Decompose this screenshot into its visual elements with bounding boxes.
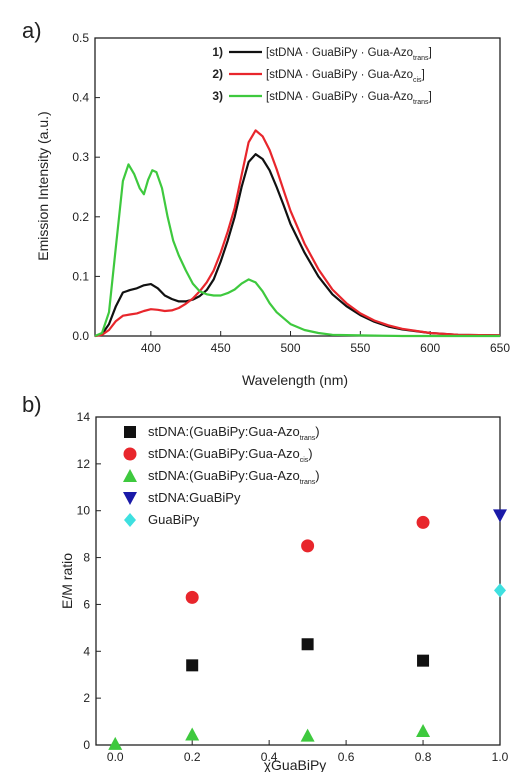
legend-marker (123, 469, 137, 482)
series-line-2 (94, 129, 501, 338)
series-3-point (300, 728, 315, 742)
panel-a-plot-frame (94, 37, 501, 337)
panel-a-series-lines (94, 129, 501, 338)
legend-entry-text: stDNA:(GuaBiPy:Gua-Azo (148, 446, 300, 461)
panel-b-em-ratio: b) 0.0 0.2 0.4 0.6 0.8 1.0 0 2 4 6 8 10 12 14 χGuaBiP… (22, 392, 509, 772)
legend-entry: stDNA:(GuaBiPy:Gua-Azotrans) (148, 424, 320, 442)
panel-b-tick-labels: 0.0 0.2 0.4 0.6 0.8 1.0 0 2 4 6 8 10 12 14 (77, 410, 509, 764)
panel-b-x-tick-label: 1.0 (492, 750, 509, 764)
panel-b-y-tick-label: 10 (77, 504, 91, 518)
panel-b-x-tick-label: 0.8 (415, 750, 432, 764)
legend-entry: stDNA:(GuaBiPy:Gua-Azocis) (148, 446, 313, 464)
panel-b-y-tick-label: 2 (83, 691, 90, 705)
panel-a-x-tick-label: 550 (350, 341, 370, 355)
series-5-point (494, 583, 506, 598)
panel-a-legend: 1) [stDNA · GuaBiPy · Gua-Azotrans]2) [stD… (212, 45, 431, 106)
legend-entry-subscript: cis (300, 457, 309, 464)
legend-entry-end: ] (429, 91, 432, 103)
legend-entry: GuaBiPy (148, 512, 200, 527)
legend-marker (124, 513, 136, 527)
panel-b-label: b) (22, 392, 42, 417)
legend-entry-subscript: trans (300, 435, 316, 442)
panel-a-y-tick-label: 0.0 (72, 329, 89, 343)
legend-entry-end: ] (422, 69, 425, 81)
panel-a-x-axis-title: Wavelength (nm) (242, 372, 348, 388)
series-1-point (186, 659, 199, 672)
panel-b-y-tick-label: 6 (83, 597, 90, 611)
panel-a-x-tick-label: 400 (141, 341, 161, 355)
legend-entry-text: [stDNA · GuaBiPy · Gua-Azo (266, 91, 413, 103)
legend-entry: [stDNA · GuaBiPy · Gua-Azotrans] (266, 47, 432, 62)
panel-a-x-tick-label: 600 (420, 341, 440, 355)
legend-entry-end: ) (315, 424, 319, 439)
panel-b-x-tick-label: 0.6 (338, 750, 355, 764)
panel-a-y-tick-label: 0.5 (72, 31, 89, 45)
series-line-1 (94, 153, 501, 338)
series-1-point (301, 638, 314, 651)
panel-a-y-tick-label: 0.4 (72, 91, 89, 105)
series-2-point (185, 590, 199, 604)
series-1-point (417, 654, 430, 667)
series-2-point (416, 515, 430, 529)
panel-b-x-tick-label: 0.4 (261, 750, 278, 764)
panel-b-y-tick-label: 4 (83, 644, 90, 658)
series-2-point (301, 539, 315, 553)
legend-entry-subscript: trans (413, 99, 429, 106)
legend-entry-subscript: cis (413, 77, 422, 84)
series-3-point (416, 723, 431, 737)
panel-b-y-axis-title: E/M ratio (59, 553, 75, 609)
panel-b-y-tick-label: 12 (77, 457, 91, 471)
legend-number: 2) (212, 67, 223, 81)
panel-a-emission-spectra: a) 400 450 500 550 600 6500.00.10.20.30.40.5 … (22, 18, 510, 388)
legend-marker (124, 426, 136, 438)
panel-a-y-tick-label: 0.3 (72, 150, 89, 164)
panel-a-x-tick-label: 650 (490, 341, 510, 355)
legend-entry: [stDNA · GuaBiPy · Gua-Azocis] (266, 69, 425, 84)
panel-b-y-tick-label: 14 (77, 410, 91, 424)
legend-number: 3) (212, 89, 223, 103)
panel-a-y-tick-label: 0.1 (72, 269, 89, 283)
panel-a-axes (94, 37, 501, 337)
panel-a-x-tick-label: 500 (281, 341, 301, 355)
legend-entry-end: ] (429, 47, 432, 59)
legend-entry-text: GuaBiPy (148, 512, 200, 527)
panel-a-tick-labels: 400 450 500 550 600 650 0.0 0.1 0.2 0.3 0.4 0.5 (72, 31, 510, 355)
panel-b-plot-frame (95, 416, 501, 746)
series-3-point (108, 736, 123, 750)
legend-entry-text: [stDNA · GuaBiPy · Gua-Azo (266, 69, 413, 81)
legend-entry-subscript: trans (413, 55, 429, 62)
legend-marker (123, 447, 137, 461)
legend-entry: [stDNA · GuaBiPy · Gua-Azotrans] (266, 91, 432, 106)
legend-entry: stDNA:GuaBiPy (148, 490, 241, 505)
legend-entry-text: stDNA:(GuaBiPy:Gua-Azo (148, 468, 300, 483)
legend-marker (123, 492, 137, 505)
panel-a-x-tick-label: 450 (211, 341, 231, 355)
panel-b-legend: stDNA:(GuaBiPy:Gua-Azotrans)stDNA:(GuaBi… (123, 424, 320, 527)
legend-entry: stDNA:(GuaBiPy:Gua-Azotrans) (148, 468, 320, 486)
panel-a-label: a) (22, 18, 42, 43)
panel-b-x-tick-label: 0.2 (184, 750, 201, 764)
panel-a-y-tick-label: 0.2 (72, 210, 89, 224)
panel-b-y-tick-label: 0 (83, 738, 90, 752)
legend-number: 1) (212, 45, 223, 59)
panel-a-y-axis-title: Emission Intensity (a.u.) (35, 111, 51, 260)
panel-b-y-tick-label: 8 (83, 551, 90, 565)
series-3-point (185, 727, 200, 741)
panel-b-series-markers (108, 509, 507, 750)
legend-entry-subscript: trans (300, 479, 316, 486)
panel-b-axes (95, 416, 501, 746)
legend-entry-text: [stDNA · GuaBiPy · Gua-Azo (266, 47, 413, 59)
series-line-3 (94, 163, 500, 338)
panel-b-x-tick-label: 0.0 (107, 750, 124, 764)
legend-entry-end: ) (315, 468, 319, 483)
series-4-point (493, 509, 507, 523)
legend-entry-text: stDNA:(GuaBiPy:Gua-Azo (148, 424, 300, 439)
panel-b-x-axis-title: χGuaBiPy (264, 757, 327, 772)
legend-entry-text: stDNA:GuaBiPy (148, 490, 241, 505)
legend-entry-end: ) (308, 446, 312, 461)
